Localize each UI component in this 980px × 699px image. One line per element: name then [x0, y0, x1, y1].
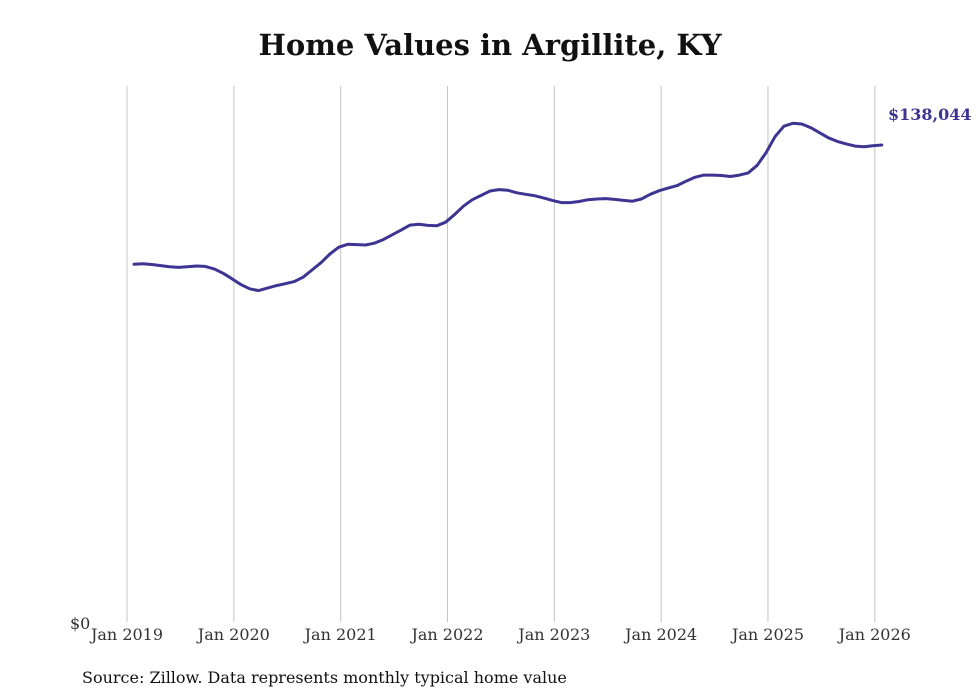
- chart-title: Home Values in Argillite, KY: [258, 28, 722, 62]
- vertical-gridlines: [126, 86, 876, 622]
- y-tick-label: $0: [70, 614, 90, 633]
- x-tick-label: Jan 2025: [730, 625, 804, 644]
- x-tick-labels: Jan 2019 Jan 2020 Jan 2021 Jan 2022 Jan 2023…: [89, 625, 911, 644]
- end-value-label: $138,044: [888, 105, 972, 124]
- x-tick-label: Jan 2021: [303, 625, 377, 644]
- x-tick-label: Jan 2022: [409, 625, 483, 644]
- source-note: Source: Zillow. Data represents monthly …: [82, 668, 567, 687]
- x-tick-label: Jan 2024: [623, 625, 697, 644]
- x-tick-label: Jan 2026: [837, 625, 911, 644]
- home-value-series-line: [132, 121, 884, 293]
- x-tick-label: Jan 2023: [516, 625, 590, 644]
- x-tick-label: Jan 2020: [196, 625, 270, 644]
- x-tick-label: Jan 2019: [89, 625, 163, 644]
